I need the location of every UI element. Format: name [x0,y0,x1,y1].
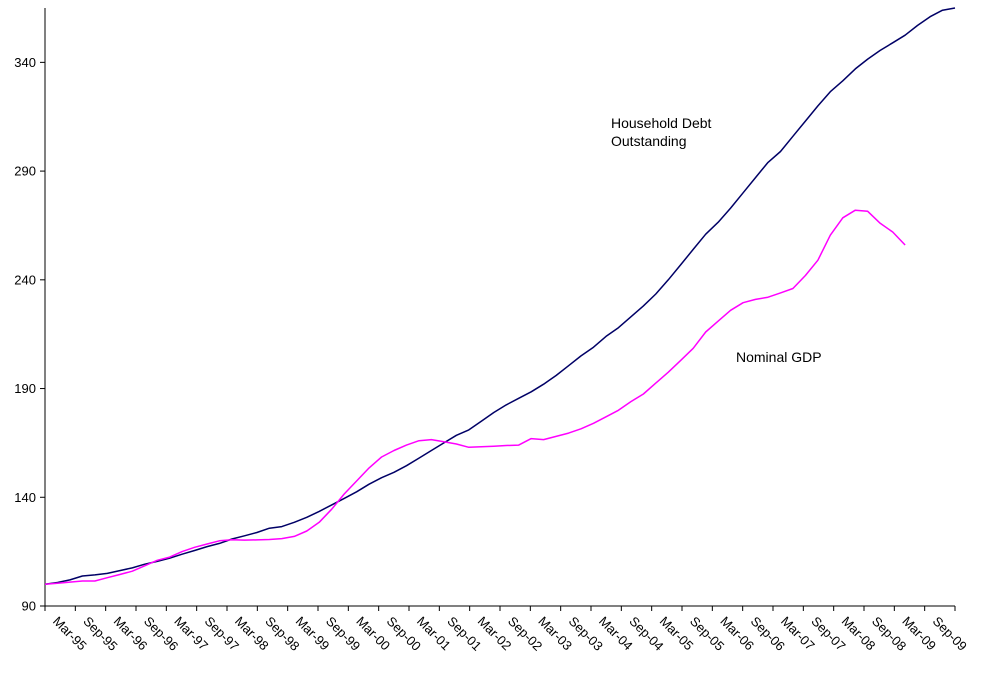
nominal-gdp-annotation-label: Nominal GDP [736,349,822,365]
x-axis: Mar-95Sep-95Mar-96Sep-96Mar-97Sep-97Mar-… [44,605,970,654]
nominal-gdp-line [44,209,906,586]
y-tick-label: 190 [14,381,36,396]
y-tick-label: 90 [22,599,36,614]
household-debt-annotation: Household Debt Outstanding [611,114,711,150]
household-debt-annotation-line1: Household Debt [611,115,712,131]
y-tick-label: 340 [14,55,36,70]
x-tick-label: Sep-09 [930,614,970,654]
y-tick-label: 140 [14,490,36,505]
y-axis: 90 140 190 240 290 340 [14,8,46,614]
y-tick-label: 290 [14,164,36,179]
nominal-gdp-annotation: Nominal GDP [736,348,822,366]
household-debt-outstanding-line [44,7,956,586]
y-tick-label: 240 [14,272,36,287]
household-debt-annotation-line2: Outstanding [611,133,687,149]
series-lines [44,7,956,586]
